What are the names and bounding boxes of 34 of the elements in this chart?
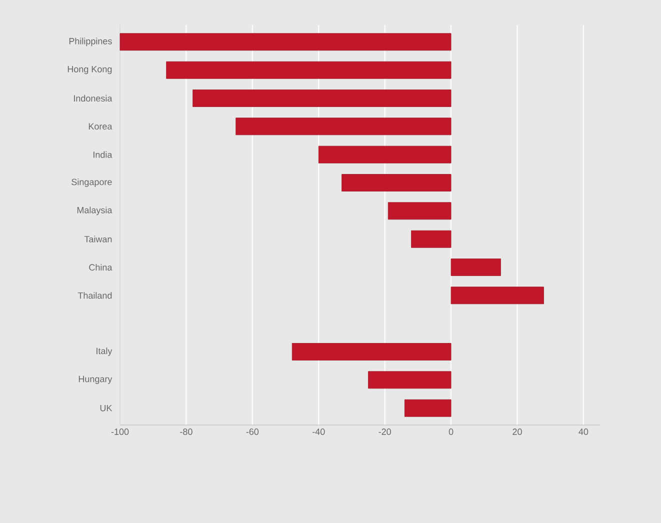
bar (450, 258, 501, 276)
bar (404, 399, 452, 417)
y-tick-label: Philippines (69, 38, 112, 46)
bar (292, 343, 452, 360)
y-tick-label: Hong Kong (68, 66, 112, 74)
y-tick-label: Singapore (72, 178, 112, 187)
y-tick-label: Taiwan (84, 236, 112, 242)
bar (450, 286, 544, 304)
bar (318, 146, 452, 164)
bar (166, 61, 452, 79)
x-tick-label: -60 (246, 428, 259, 435)
x-tick-label: 0 (448, 428, 454, 435)
bar (236, 118, 452, 136)
y-tick-label: UK (100, 404, 112, 412)
y-tick-label: Indonesia (74, 94, 112, 102)
y-tick-label: India (94, 151, 112, 158)
x-tick-label: -80 (180, 428, 192, 435)
bar (192, 90, 452, 107)
bar (411, 230, 452, 248)
x-tick-label: -100 (111, 428, 129, 435)
y-tick-label: Malaysia (77, 206, 112, 216)
bar (368, 371, 452, 389)
x-tick-label: -40 (312, 428, 325, 435)
bar (388, 202, 452, 220)
y-tick-label: Italy (96, 348, 112, 356)
y-tick-label: Thailand (78, 292, 112, 299)
x-tick-label: -20 (378, 428, 391, 435)
bar (120, 33, 452, 51)
bar (342, 174, 452, 192)
x-tick-label: 20 (512, 428, 522, 435)
x-tick-label: 40 (578, 428, 588, 435)
y-tick-label: Hungary (78, 376, 112, 384)
y-tick-label: Korea (88, 123, 112, 130)
y-tick-label: China (89, 264, 112, 271)
